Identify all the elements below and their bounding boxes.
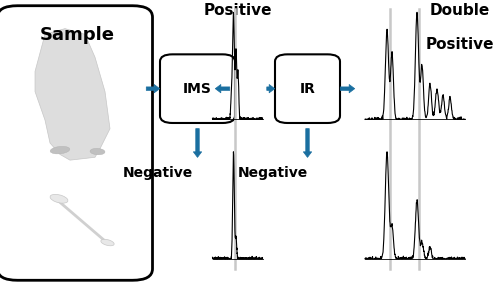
- Text: Negative: Negative: [122, 166, 192, 180]
- Text: Positive: Positive: [203, 3, 272, 18]
- Polygon shape: [35, 29, 110, 160]
- Text: Sample: Sample: [40, 26, 115, 44]
- Ellipse shape: [50, 194, 68, 203]
- Text: Negative: Negative: [238, 166, 308, 180]
- Text: IMS: IMS: [183, 82, 212, 96]
- Text: IR: IR: [300, 82, 316, 96]
- FancyBboxPatch shape: [160, 54, 235, 123]
- Ellipse shape: [50, 146, 70, 154]
- Text: Positive: Positive: [426, 37, 494, 52]
- FancyBboxPatch shape: [0, 6, 152, 280]
- FancyBboxPatch shape: [275, 54, 340, 123]
- Text: Double: Double: [430, 3, 490, 18]
- Ellipse shape: [90, 148, 105, 155]
- Ellipse shape: [101, 239, 114, 246]
